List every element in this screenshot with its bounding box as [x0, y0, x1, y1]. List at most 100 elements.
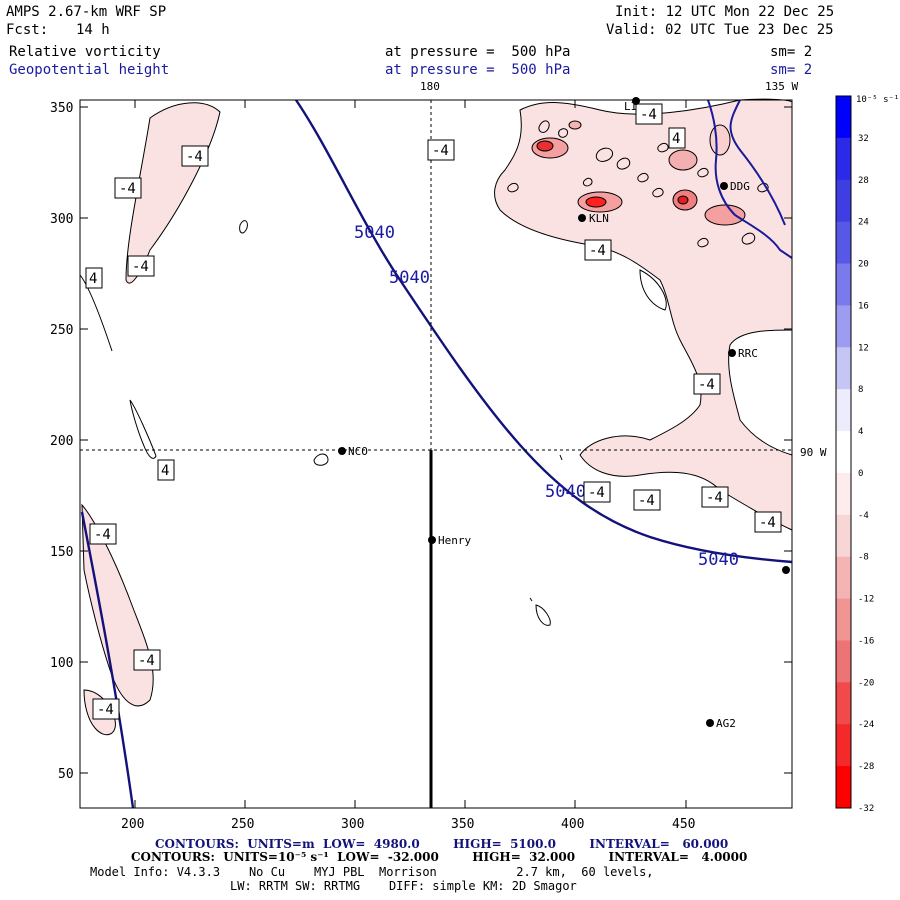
colorbar-tick-label: 0 [858, 469, 863, 479]
colorbar-cell [836, 221, 851, 265]
contour-info-height: CONTOURS: UNITS=m LOW= 4980.0 HIGH= 5100… [155, 837, 729, 851]
svg-text:250: 250 [231, 817, 254, 832]
field1-name: Relative vorticity [9, 44, 161, 60]
station-li: LI [624, 97, 640, 113]
svg-text:LI: LI [624, 100, 637, 113]
vorticity-labels: -4 -4 -4 -4 4 -4 -4 -4 -4 -4 -4 -4 4 4 -… [85, 103, 782, 720]
field1-smoothing: sm= 2 [770, 44, 813, 60]
colorbar-cell [836, 347, 851, 390]
svg-text:-4: -4 [186, 149, 203, 165]
y-tick-labels: 350 300 250 200 150 100 50 [50, 101, 74, 782]
forecast-value: 14 h [76, 22, 110, 38]
colorbar-tick-label: -24 [858, 720, 874, 730]
svg-text:300: 300 [50, 212, 73, 227]
svg-text:Henry: Henry [438, 534, 471, 547]
svg-text:200: 200 [50, 434, 73, 449]
colorbar-tick-label: 12 [858, 343, 869, 353]
colorbar-cells [836, 96, 851, 809]
valid-time: Valid: 02 UTC Tue 23 Dec 25 [606, 22, 834, 38]
svg-text:4: 4 [161, 463, 169, 479]
colorbar-cell [836, 640, 851, 683]
plot-frame [79, 99, 793, 809]
forecast-label: Fcst: [6, 22, 49, 38]
station-nco: NCO [338, 445, 368, 458]
svg-text:-4: -4 [588, 485, 605, 501]
svg-text:250: 250 [50, 323, 73, 338]
field1-pressure: at pressure = 500 hPa [385, 44, 571, 60]
colorbar-cell [836, 431, 851, 474]
colorbar-cell [836, 472, 851, 516]
svg-text:-4: -4 [94, 527, 111, 543]
graticule [80, 100, 792, 808]
lon-label-180: 180 [420, 80, 440, 93]
strong-vorticity-cells [531, 120, 746, 226]
colorbar-tick-label: -32 [858, 804, 874, 814]
field2-smoothing: sm= 2 [770, 62, 813, 78]
svg-text:150: 150 [50, 545, 73, 560]
colorbar-tick-label: 28 [858, 176, 869, 186]
svg-text:350: 350 [50, 101, 73, 116]
svg-text:AG2: AG2 [716, 717, 736, 730]
colorbar-cell [836, 682, 851, 725]
model-info: Model Info: V4.3.3 No Cu MYJ PBL Morriso… [90, 865, 654, 879]
svg-text:400: 400 [561, 817, 584, 832]
height-label: 5040 [354, 223, 395, 243]
axis-ticks [80, 100, 792, 808]
svg-text:RRC: RRC [738, 347, 758, 360]
colorbar-unit: 10⁻⁵ s⁻¹ [856, 95, 899, 105]
colorbar-tick-label: 32 [858, 134, 869, 144]
height-label: 5040 [545, 482, 586, 502]
svg-text:4: 4 [672, 131, 680, 147]
svg-text:200: 200 [121, 817, 144, 832]
svg-text:-4: -4 [706, 490, 723, 506]
model-physics: LW: RRTM SW: RRTMG DIFF: simple KM: 2D S… [230, 879, 577, 893]
colorbar-tick-label: 20 [858, 260, 869, 270]
colorbar-cell [836, 96, 851, 139]
colorbar-tick-label: -28 [858, 762, 874, 772]
height-label: 5040 [389, 268, 430, 288]
x-tick-labels: 200 250 300 350 400 450 [121, 817, 695, 832]
colorbar-tick-label: 24 [858, 218, 869, 228]
svg-text:-4: -4 [698, 377, 715, 393]
svg-text:50: 50 [58, 767, 74, 782]
station-ddg: DDG [720, 180, 750, 193]
model-title: AMPS 2.67-km WRF SP [6, 4, 167, 20]
colorbar-tick-label: -20 [858, 678, 874, 688]
coastline [707, 99, 793, 259]
colorbar-tick-label: 4 [858, 427, 863, 437]
svg-text:-4: -4 [119, 181, 136, 197]
svg-text:NCO: NCO [348, 445, 368, 458]
lon-label-135w: 135 W [765, 80, 798, 93]
vorticity-contour-clutter [79, 120, 769, 626]
svg-text:KLN: KLN [589, 212, 609, 225]
svg-text:-4: -4 [638, 493, 655, 509]
colorbar-tick-labels: 32 28 24 20 16 12 8 4 0 -4 -8 -12 -16 -20 -24 -28 -32 [858, 134, 874, 814]
height-label: 5040 [698, 550, 739, 570]
height-contour-labels: 5040 5040 5040 5040 [354, 223, 739, 570]
colorbar-cell [836, 724, 851, 767]
svg-text:350: 350 [451, 817, 474, 832]
svg-text:4: 4 [89, 271, 97, 287]
svg-text:-4: -4 [640, 107, 657, 123]
svg-text:-4: -4 [138, 653, 155, 669]
station-kln: KLN [578, 212, 609, 225]
colorbar: 10⁻⁵ s⁻¹ 32 28 24 20 16 12 8 4 0 -4 -8 -12 -16 -20 -24… [835, 95, 899, 814]
colorbar-tick-label: -16 [858, 636, 874, 646]
colorbar-cell [836, 305, 851, 348]
colorbar-cell [836, 514, 851, 558]
colorbar-cell [836, 137, 851, 181]
station-ag2: AG2 [706, 717, 736, 730]
colorbar-cell [836, 389, 851, 432]
height-contours [80, 99, 793, 809]
svg-text:DDG: DDG [730, 180, 750, 193]
station-rrc: RRC [728, 347, 758, 360]
colorbar-tick-label: -8 [858, 553, 869, 563]
lat-label-90w: 90 W [800, 446, 827, 459]
colorbar-tick-label: 8 [858, 385, 863, 395]
colorbar-tick-label: 16 [858, 301, 869, 311]
colorbar-cell [836, 179, 851, 223]
colorbar-cell [836, 598, 851, 641]
svg-text:-4: -4 [589, 243, 606, 259]
colorbar-cell [836, 263, 851, 306]
